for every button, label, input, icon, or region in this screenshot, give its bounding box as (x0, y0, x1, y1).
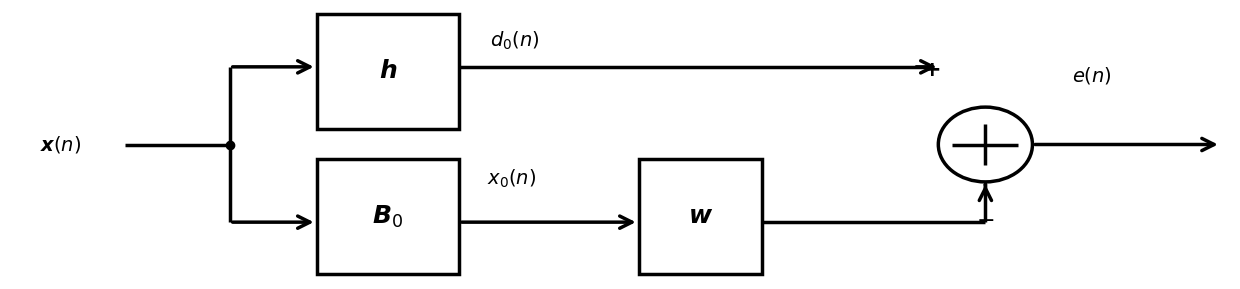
Text: $\boldsymbol{x}(n)$: $\boldsymbol{x}(n)$ (41, 134, 82, 155)
Text: $x_0(n)$: $x_0(n)$ (487, 168, 537, 190)
Bar (316, 14, 459, 129)
Text: +: + (923, 60, 941, 80)
Bar (316, 159, 459, 274)
Text: $\boldsymbol{B}_0$: $\boldsymbol{B}_0$ (372, 203, 403, 229)
Text: $-$: $-$ (976, 209, 994, 229)
Text: $\boldsymbol{h}$: $\boldsymbol{h}$ (378, 59, 397, 83)
Text: $\boldsymbol{w}$: $\boldsymbol{w}$ (688, 204, 713, 228)
Text: $d_0(n)$: $d_0(n)$ (490, 30, 539, 52)
Text: $e(n)$: $e(n)$ (1073, 65, 1112, 86)
Bar (639, 159, 763, 274)
